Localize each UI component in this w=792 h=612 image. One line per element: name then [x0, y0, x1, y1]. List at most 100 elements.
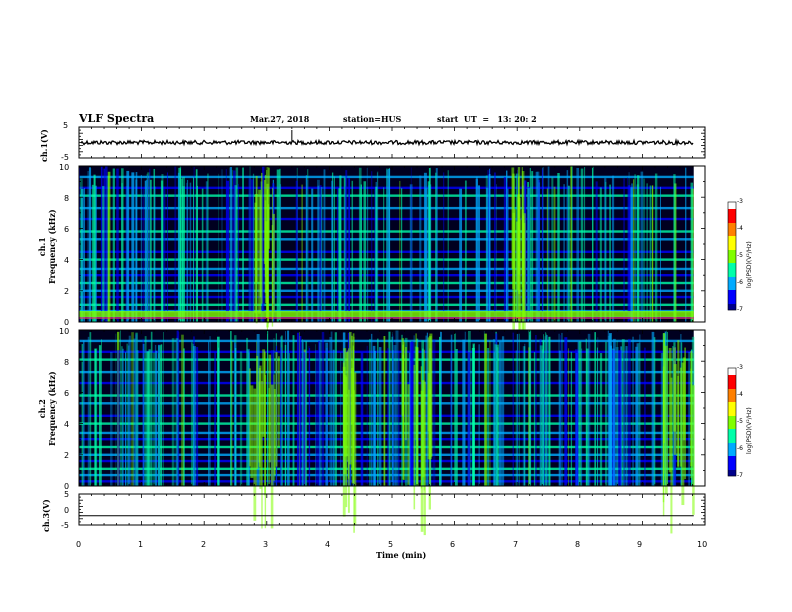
ch2-colorbar-cell	[728, 428, 736, 430]
ch1-colorbar-cell	[728, 224, 736, 226]
s2-activity-burst	[354, 372, 357, 526]
ch2-colorbar-cell	[728, 439, 736, 441]
ch2-colorbar-cell	[728, 390, 736, 392]
s2-impulse-streak	[597, 337, 599, 486]
s1-impulse-streak	[386, 169, 388, 322]
s1-activity-burst	[521, 171, 525, 276]
ch2-colorbar-cell	[728, 422, 736, 424]
s1-impulse-streak	[367, 187, 369, 322]
ch2-colorbar-cell	[728, 395, 736, 397]
s1-impulse-streak	[205, 181, 208, 322]
s1-impulse-streak	[371, 171, 373, 322]
ch2-colorbar-cell	[728, 427, 736, 429]
s1-impulse-streak	[604, 178, 607, 322]
ch2-colorbar-tick: -7	[737, 472, 743, 479]
s2-impulse-streak	[309, 348, 311, 486]
s2-impulse-streak	[393, 345, 397, 486]
ch1-colorbar-cell	[728, 217, 736, 219]
s1-impulse-streak	[571, 166, 573, 322]
ch1-colorbar-cell	[728, 252, 736, 254]
ch1-colorbar-cell	[728, 290, 736, 292]
s2-impulse-streak	[545, 332, 547, 486]
station-label: station=HUS	[343, 114, 402, 124]
s1-impulse-streak	[135, 171, 138, 322]
s1-impulse-streak	[331, 180, 334, 322]
ch1-colorbar-cell	[728, 223, 736, 225]
s1-impulse-streak	[142, 187, 145, 322]
ch1-spec-ytick: 8	[64, 194, 70, 203]
ch2-colorbar-cell	[728, 411, 736, 413]
ch1-colorbar-cell	[728, 299, 736, 301]
ch2-colorbar-cell	[728, 417, 736, 419]
s2-impulse-streak	[100, 339, 102, 486]
s1-impulse-streak	[225, 169, 227, 322]
s2-impulse-streak	[94, 348, 98, 486]
ch2-colorbar-cell	[728, 379, 736, 381]
s2-impulse-streak	[529, 335, 531, 486]
s2-impulse-streak	[292, 335, 295, 486]
ch2-colorbar-cell	[728, 433, 736, 435]
ch1-colorbar-cell	[728, 283, 736, 285]
ch2-colorbar-cell	[728, 456, 736, 458]
s1-frequency-band	[79, 258, 694, 261]
s1-impulse-streak	[505, 170, 508, 322]
s1-impulse-streak	[80, 188, 84, 322]
s1-impulse-streak	[443, 172, 445, 322]
s2-impulse-streak	[523, 346, 526, 486]
s2-impulse-streak	[616, 340, 618, 486]
ch2-colorbar-cell	[728, 368, 736, 370]
ch1-colorbar-cell	[728, 209, 736, 211]
ch1-colorbar-cell	[728, 265, 736, 267]
s2-impulse-streak	[81, 344, 83, 486]
ch1-colorbar-cell	[728, 212, 736, 214]
ch2-colorbar-cell	[728, 412, 736, 414]
s2-activity-burst	[344, 375, 347, 457]
ch2-colorbar-cell	[728, 370, 736, 372]
s2-activity-burst	[353, 390, 355, 533]
s1-impulse-streak	[347, 178, 350, 322]
s2-impulse-streak	[230, 331, 232, 486]
s2-impulse-streak	[301, 342, 304, 486]
s1-impulse-streak	[464, 180, 467, 322]
s1-impulse-streak	[87, 170, 89, 322]
s2-impulse-streak	[599, 353, 603, 486]
s2-impulse-streak	[585, 338, 587, 486]
s2-impulse-streak	[325, 342, 329, 486]
s2-frequency-band	[79, 480, 694, 483]
ch1-colorbar-cell	[728, 234, 736, 236]
s2-impulse-streak	[496, 344, 499, 486]
s2-activity-burst	[690, 351, 693, 467]
s2-activity-burst	[258, 367, 261, 467]
s2-activity-burst	[402, 344, 404, 480]
ch2-colorbar-cell	[728, 465, 736, 467]
s2-impulse-streak	[153, 352, 156, 486]
s1-impulse-streak	[375, 186, 378, 322]
s2-impulse-streak	[688, 352, 690, 486]
ch1-colorbar-title: log(PSD)(V²/Hz)	[746, 241, 753, 288]
s1-impulse-streak	[428, 167, 431, 322]
ch1-colorbar-cell	[728, 253, 736, 255]
s2-impulse-streak	[623, 352, 626, 486]
ch3-ytick: 5	[64, 490, 70, 499]
s1-impulse-streak	[252, 173, 255, 322]
ch1-colorbar-cell	[728, 233, 736, 235]
x-tick-label: 10	[697, 540, 708, 549]
ch1-colorbar-cell	[728, 267, 736, 269]
s2-impulse-streak	[239, 351, 243, 486]
s1-impulse-streak	[363, 181, 367, 322]
s2-impulse-streak	[318, 340, 321, 486]
s1-impulse-streak	[690, 182, 694, 322]
s2-impulse-streak	[587, 333, 591, 486]
s2-impulse-streak	[607, 335, 610, 486]
ch1-colorbar-cell	[728, 297, 736, 299]
s1-impulse-streak	[435, 168, 438, 322]
s2-impulse-streak	[539, 345, 543, 486]
s2-impulse-streak	[578, 341, 582, 486]
s2-impulse-streak	[330, 331, 333, 486]
s1-impulse-streak	[331, 180, 333, 322]
s1-impulse-streak	[153, 168, 156, 322]
x-tick-label: 2	[201, 540, 207, 549]
ch2-colorbar-cell	[728, 461, 736, 463]
s2-impulse-streak	[142, 343, 145, 486]
ch1-colorbar-cell	[728, 249, 736, 251]
